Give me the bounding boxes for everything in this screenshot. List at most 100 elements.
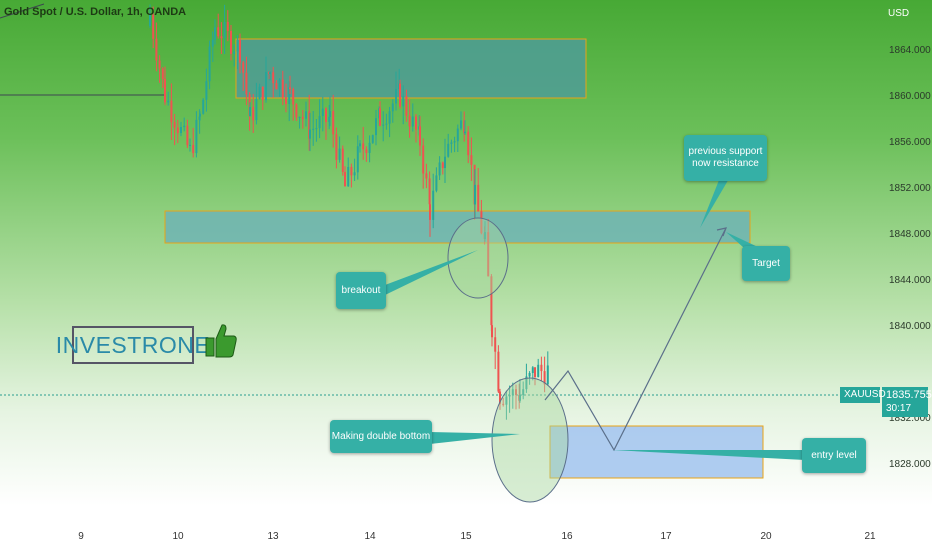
price-tick-label: 1860.000 [889, 91, 931, 102]
candle-body [385, 123, 388, 125]
candle-body [444, 156, 446, 169]
candle-body [534, 367, 536, 377]
candle-body [359, 143, 361, 147]
time-tick-label: 17 [660, 531, 672, 542]
candle-body [239, 40, 241, 63]
candle-body [350, 166, 353, 176]
candle-body [335, 134, 338, 160]
candle-body [522, 389, 525, 396]
candle-body [464, 131, 466, 134]
candle-body [546, 365, 549, 385]
candle-body [515, 389, 517, 395]
support-resistance-callout[interactable]: previous support now resistance [684, 135, 767, 181]
candle-body [272, 72, 275, 84]
candle-body [265, 72, 267, 101]
candle-body [301, 116, 304, 119]
candle-body [450, 142, 453, 144]
candle-body [245, 72, 248, 95]
symbol-badge-bg [840, 387, 880, 403]
candle-body [321, 108, 324, 117]
candle-body [258, 86, 261, 99]
price-tick-label: 1848.000 [889, 229, 931, 240]
candle-body [484, 232, 486, 240]
candle-body [183, 125, 186, 128]
candle-body [214, 27, 216, 40]
candle-body [379, 108, 381, 126]
candle-body [220, 36, 223, 39]
time-tick-label: 15 [460, 531, 472, 542]
candle-body [281, 79, 284, 98]
breakout-circle[interactable] [447, 217, 509, 299]
target-callout[interactable]: Target [742, 246, 790, 281]
candle-body [344, 171, 346, 187]
candle-body [470, 155, 473, 165]
double-bottom-pointer [430, 432, 520, 444]
candle-body [152, 14, 155, 39]
time-tick-label: 14 [364, 531, 376, 542]
candle-body [365, 149, 368, 153]
candle-body [176, 127, 179, 134]
support-resistance-zone[interactable] [164, 210, 751, 244]
candle-body [289, 87, 291, 90]
candle-body [391, 103, 394, 112]
candle-body [353, 172, 356, 176]
candle-body [531, 367, 534, 373]
candle-body [494, 337, 497, 352]
candle-body [375, 118, 377, 136]
thumbs-up-icon [205, 324, 237, 358]
candle-body [308, 111, 311, 139]
projected-path[interactable] [544, 227, 727, 452]
chart-title: Gold Spot / U.S. Dollar, 1h, OANDA [4, 6, 187, 18]
candle-body [505, 396, 508, 405]
candle-body [463, 120, 466, 134]
candle-body [195, 119, 198, 154]
breakout-pointer [385, 250, 478, 295]
double-bottom-callout[interactable]: Making double bottom [330, 420, 432, 453]
candle-body [453, 141, 456, 143]
candle-body [543, 371, 546, 385]
price-tick-label: 1840.000 [889, 321, 931, 332]
price-tick-label: 1844.000 [889, 275, 931, 286]
candle-body [226, 21, 229, 31]
price-axis: 1864.000 1860.000 1856.000 1852.000 1848.000… [889, 45, 931, 470]
candle-body [460, 120, 462, 129]
candle-body [487, 232, 490, 277]
candle-body [525, 376, 528, 390]
candle-body [217, 27, 220, 37]
candle-body [309, 129, 311, 139]
candle-body [467, 131, 470, 156]
candle-body [242, 62, 245, 73]
breakout-callout[interactable]: breakout [336, 272, 386, 309]
candle-body [382, 124, 385, 126]
candle-body [318, 116, 321, 129]
price-tick-label: 1828.000 [889, 459, 931, 470]
candle-body [422, 145, 425, 174]
candle-body [167, 100, 170, 103]
entry-level-callout[interactable]: entry level [802, 438, 866, 473]
price-tick-label: 1852.000 [889, 183, 931, 194]
candle-body [341, 148, 344, 172]
candle-body [415, 116, 417, 130]
candle-body [164, 78, 166, 103]
currency-label: USD [888, 8, 910, 19]
candle-body [325, 108, 327, 122]
candle-body [411, 116, 414, 127]
double-bottom-circle[interactable] [491, 377, 569, 503]
candle-body [192, 144, 195, 154]
candle-body [474, 184, 476, 205]
candle-body [537, 364, 540, 377]
price-tick-label: 1856.000 [889, 137, 931, 148]
candle-body [447, 143, 450, 157]
candle-body [298, 116, 301, 118]
candle-body [199, 113, 201, 117]
candle-body [528, 372, 531, 377]
resistance-zone[interactable] [235, 38, 587, 99]
candle-body [332, 111, 335, 135]
candle-body [189, 144, 191, 146]
candle-body [405, 96, 408, 116]
candle-body [305, 111, 307, 119]
investrone-logo: INVESTRONE [56, 326, 210, 364]
candle-body [236, 40, 239, 52]
time-tick-label: 21 [864, 531, 876, 542]
